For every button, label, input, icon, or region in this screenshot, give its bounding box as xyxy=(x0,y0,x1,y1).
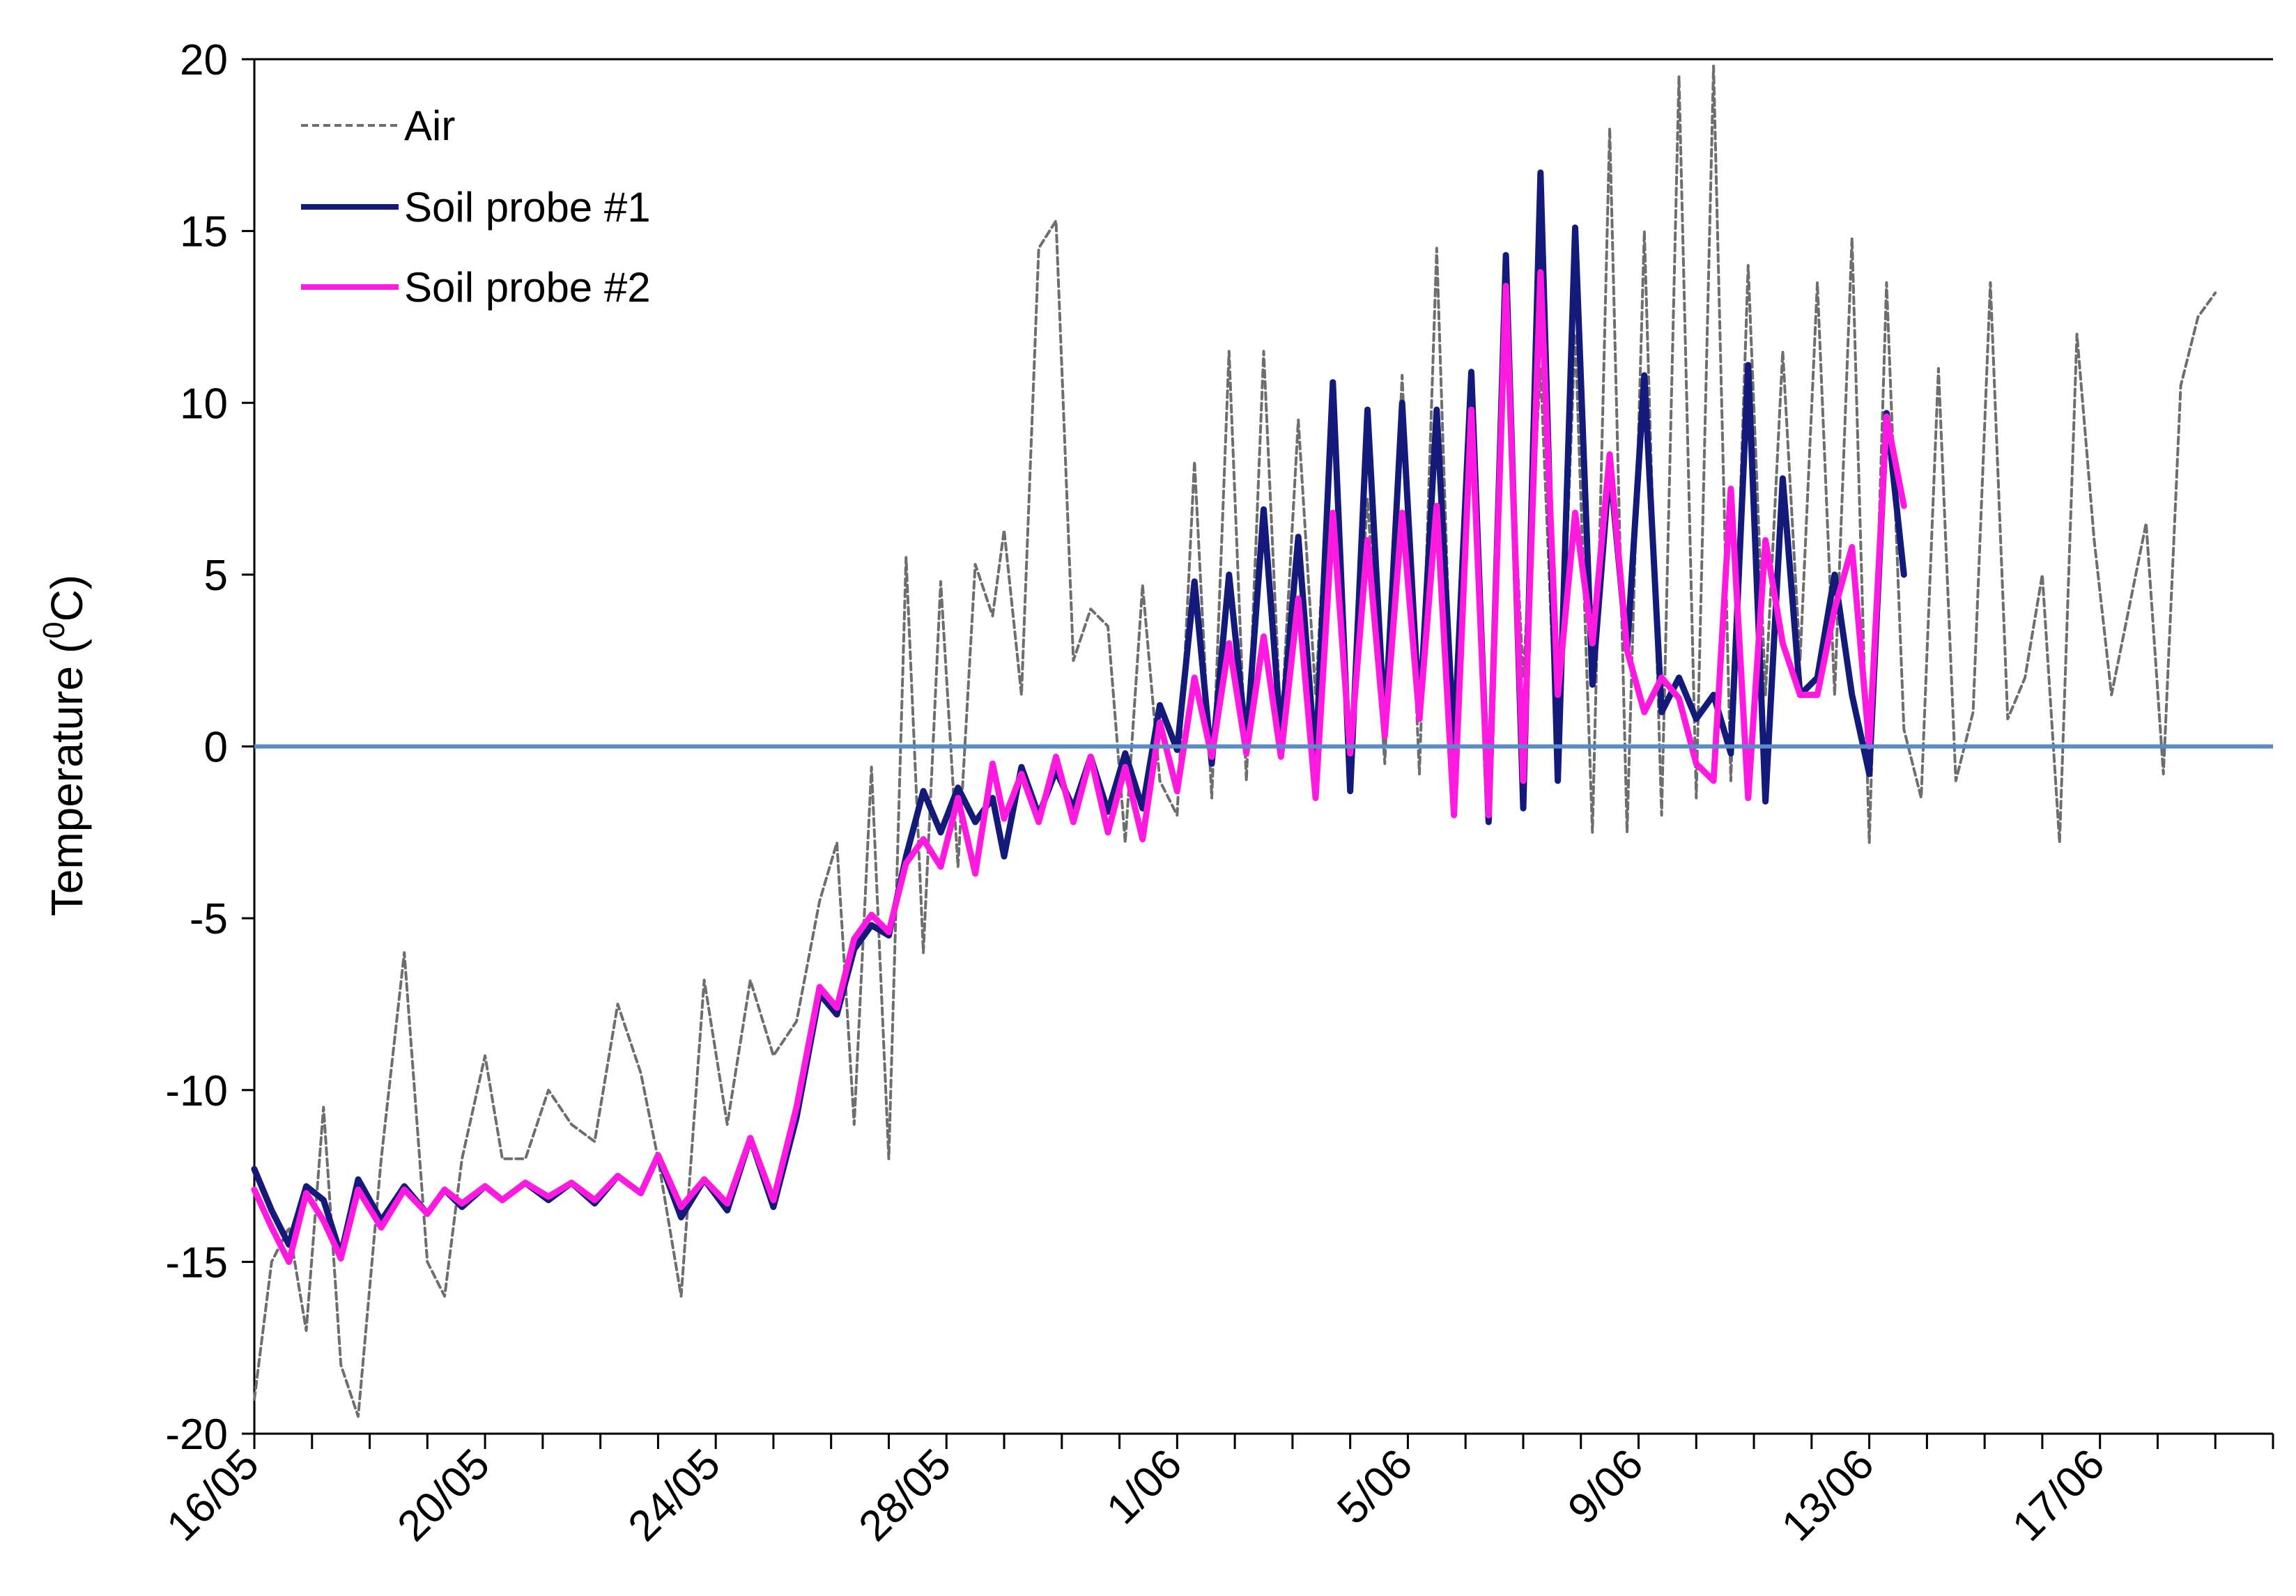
y-axis-title-superscript: 0 xyxy=(37,621,71,638)
y-tick-label: -15 xyxy=(165,1239,228,1287)
y-tick-label: -5 xyxy=(190,895,228,943)
y-tick-label: -10 xyxy=(165,1067,228,1115)
x-tick-label: 20/05 xyxy=(388,1440,499,1551)
y-axis-title: Temperature (0C) xyxy=(37,575,92,916)
y-axis: 20 15 10 5 0 -5 -10 -15 -20 xyxy=(165,36,254,1459)
x-axis: 16/05 20/05 24/05 28/05 1/06 5/06 9/06 13/06 17/… xyxy=(157,1434,2274,1551)
y-axis-title-main: Temperature ( xyxy=(42,639,92,916)
series-line-soil-probe-2 xyxy=(251,269,1907,1265)
y-tick-label: -20 xyxy=(165,1411,228,1459)
legend: Air Soil probe #1 Soil probe #2 xyxy=(301,102,651,311)
y-tick-label: 15 xyxy=(180,208,228,256)
series-line-soil-probe-1 xyxy=(251,169,1907,1258)
x-tick-label: 17/06 xyxy=(2003,1440,2114,1551)
x-tick-label: 5/06 xyxy=(1328,1440,1421,1533)
y-tick-label: 5 xyxy=(204,552,228,600)
x-tick-label: 24/05 xyxy=(619,1440,730,1551)
series-layer xyxy=(251,64,2273,1418)
x-tick-label: 28/05 xyxy=(850,1440,961,1551)
x-tick-label: 1/06 xyxy=(1097,1440,1191,1533)
y-tick-label: 20 xyxy=(180,36,228,84)
legend-label-soil-probe-1: Soil probe #1 xyxy=(404,184,651,231)
y-axis-title-unit: C) xyxy=(42,575,92,622)
y-tick-label: 0 xyxy=(204,724,228,772)
legend-label-air: Air xyxy=(404,102,455,149)
x-tick-label: 13/06 xyxy=(1773,1440,1883,1551)
y-tick-label: 10 xyxy=(180,380,228,428)
legend-label-soil-probe-2: Soil probe #2 xyxy=(404,264,651,311)
x-tick-label: 9/06 xyxy=(1559,1440,1652,1533)
